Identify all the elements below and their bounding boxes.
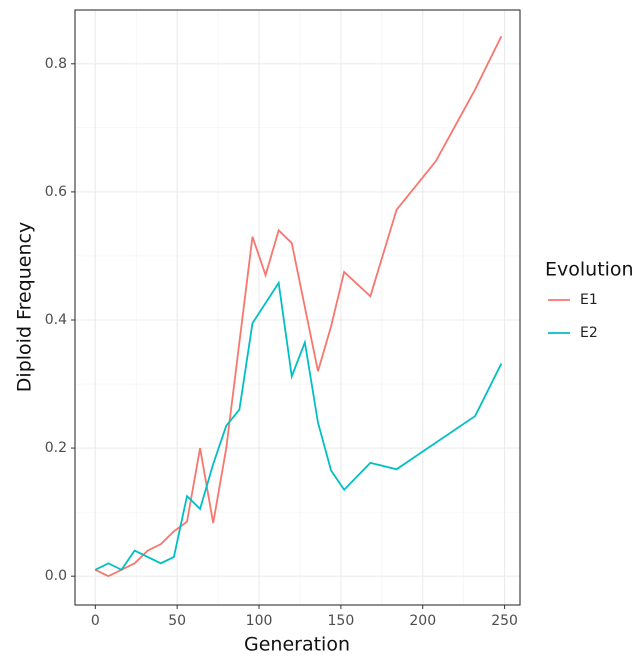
x-tick-label: 250 [491, 613, 518, 629]
y-tick-label: 0.0 [45, 568, 67, 584]
y-axis-title: Diploid Frequency [14, 222, 36, 392]
y-tick-label: 0.4 [45, 312, 67, 328]
y-tick-label: 0.2 [45, 440, 67, 456]
legend-label: E1 [580, 292, 598, 308]
x-tick-label: 150 [328, 613, 355, 629]
series-line [94, 280, 503, 571]
panel [75, 10, 520, 605]
x-tick-label: 50 [168, 613, 186, 629]
x-tick-label: 100 [246, 613, 273, 629]
x-tick-label: 0 [91, 613, 100, 629]
panel-border [74, 9, 521, 606]
legend-label: E2 [580, 325, 598, 341]
series-line [94, 35, 503, 578]
x-axis-title: Generation [244, 634, 350, 656]
x-tick-label: 200 [409, 613, 436, 629]
legend-title: Evolution [545, 259, 634, 281]
grid [75, 10, 520, 605]
y-tick-label: 0.8 [45, 56, 67, 72]
y-tick-label: 0.6 [45, 184, 67, 200]
